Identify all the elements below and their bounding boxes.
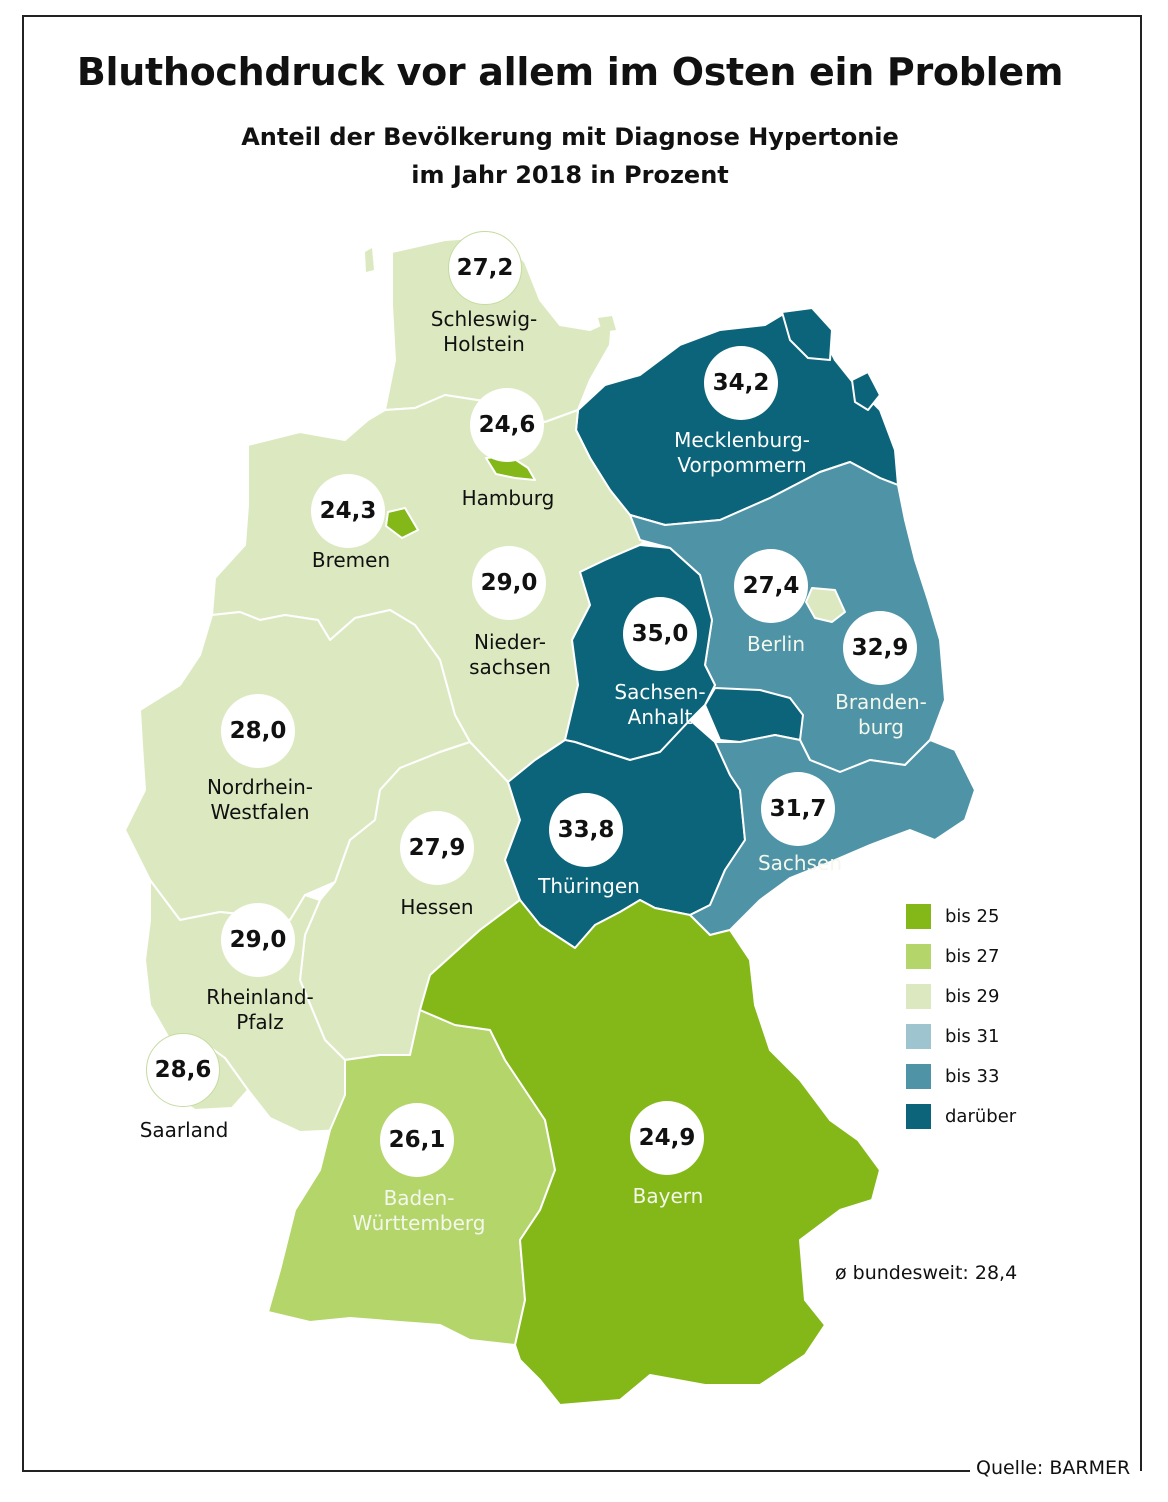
label-line-2: Pfalz bbox=[236, 1010, 284, 1034]
label-line-1: Schleswig- bbox=[430, 307, 538, 331]
legend-item: bis 25 bbox=[906, 896, 1016, 936]
label-bayern: Bayern bbox=[632, 1184, 704, 1208]
label-schleswig-holstein: Schleswig- Holstein bbox=[431, 307, 537, 357]
value-bubble-sachsen: 31,7 bbox=[761, 772, 835, 846]
label-line-2: Württemberg bbox=[352, 1211, 486, 1235]
value-bubble-bremen: 24,3 bbox=[311, 474, 385, 548]
island-sylt bbox=[365, 248, 374, 272]
value-bubble-brandenburg: 32,9 bbox=[843, 611, 917, 685]
legend-swatch bbox=[906, 1063, 931, 1089]
value-bubble-berlin: 27,4 bbox=[734, 549, 808, 623]
legend-item: bis 31 bbox=[906, 1016, 1016, 1056]
label-bremen: Bremen bbox=[311, 548, 391, 572]
value-bubble-sachsen-anhalt: 35,0 bbox=[623, 597, 697, 671]
legend-swatch bbox=[906, 983, 931, 1009]
legend-label: darüber bbox=[945, 1105, 1017, 1127]
island-fehmarn bbox=[598, 316, 616, 332]
frame-bottom-rule bbox=[22, 1470, 970, 1472]
region-sachsen bbox=[689, 734, 976, 936]
label-line-2: Westfalen bbox=[210, 800, 310, 824]
label-line-1: Branden- bbox=[835, 690, 927, 714]
map-subtitle: Anteil der Bevölkerung mit Diagnose Hype… bbox=[0, 118, 1140, 194]
region-usedom-island bbox=[851, 371, 881, 411]
label-rheinland-pfalz: Rheinland- Pfalz bbox=[206, 985, 314, 1035]
legend-label: bis 33 bbox=[945, 1065, 1000, 1087]
label-hessen: Hessen bbox=[400, 895, 474, 919]
value-bubble-bayern: 24,9 bbox=[630, 1101, 704, 1175]
legend-swatch bbox=[906, 1103, 931, 1129]
map-title: Bluthochdruck vor allem im Osten ein Pro… bbox=[76, 50, 1064, 94]
label-line-1: Nordrhein- bbox=[206, 775, 314, 799]
value-bubble-mecklenburg-vorpommern: 34,2 bbox=[704, 346, 778, 420]
label-sachsen: Sachsen bbox=[757, 851, 843, 875]
national-average-note: ø bundesweit: 28,4 bbox=[835, 1262, 1018, 1284]
legend-swatch bbox=[906, 1023, 931, 1049]
label-saarland: Saarland bbox=[139, 1118, 229, 1142]
value-bubble-baden-wuerttemberg: 26,1 bbox=[380, 1103, 454, 1177]
subtitle-line-2: im Jahr 2018 in Prozent bbox=[411, 161, 729, 189]
label-line-2: sachsen bbox=[469, 655, 551, 679]
value-bubble-rheinland-pfalz: 29,0 bbox=[221, 903, 295, 977]
source-credit: Quelle: BARMER bbox=[976, 1457, 1131, 1479]
label-baden-wuerttemberg: Baden- Württemberg bbox=[353, 1186, 486, 1236]
legend-label: bis 27 bbox=[945, 945, 1000, 967]
label-line-1: Nieder- bbox=[474, 630, 546, 654]
region-berlin bbox=[805, 587, 846, 623]
legend-swatch bbox=[906, 903, 931, 929]
region-ruegen-island bbox=[781, 307, 833, 361]
value-bubble-nordrhein-westfalen: 28,0 bbox=[221, 694, 295, 768]
label-berlin: Berlin bbox=[746, 632, 806, 656]
value-bubble-saarland: 28,6 bbox=[146, 1033, 220, 1107]
label-mecklenburg-vorpommern: Mecklenburg- Vorpommern bbox=[674, 428, 810, 478]
label-line-1: Rheinland- bbox=[206, 985, 314, 1009]
label-line-2: Vorpommern bbox=[677, 453, 807, 477]
legend-item: bis 29 bbox=[906, 976, 1016, 1016]
north-sea-islands bbox=[365, 248, 616, 332]
label-line-2: Anhalt bbox=[627, 705, 693, 729]
value-bubble-niedersachsen: 29,0 bbox=[472, 546, 546, 620]
region-bremen bbox=[385, 507, 419, 539]
figure-frame bbox=[22, 15, 1142, 1471]
subtitle-line-1: Anteil der Bevölkerung mit Diagnose Hype… bbox=[241, 123, 899, 151]
label-niedersachsen: Nieder- sachsen bbox=[469, 630, 551, 680]
label-line-2: burg bbox=[858, 715, 904, 739]
label-line-1: Sachsen- bbox=[614, 680, 706, 704]
label-nordrhein-westfalen: Nordrhein- Westfalen bbox=[207, 775, 313, 825]
label-sachsen-anhalt: Sachsen- Anhalt bbox=[614, 680, 705, 730]
legend-item: bis 33 bbox=[906, 1056, 1016, 1096]
value-bubble-hessen: 27,9 bbox=[400, 811, 474, 885]
value-bubble-thueringen: 33,8 bbox=[549, 793, 623, 867]
legend-label: bis 31 bbox=[945, 1025, 1000, 1047]
legend-item: bis 27 bbox=[906, 936, 1016, 976]
legend-item: darüber bbox=[906, 1096, 1016, 1136]
value-bubble-hamburg: 24,6 bbox=[470, 388, 544, 462]
legend: bis 25 bis 27 bis 29 bis 31 bis 33 darüb… bbox=[906, 896, 1016, 1136]
label-brandenburg: Branden- burg bbox=[835, 690, 927, 740]
value-bubble-schleswig-holstein: 27,2 bbox=[448, 231, 522, 305]
legend-label: bis 25 bbox=[945, 905, 1000, 927]
legend-swatch bbox=[906, 943, 931, 969]
legend-label: bis 29 bbox=[945, 985, 1000, 1007]
label-hamburg: Hamburg bbox=[461, 486, 555, 510]
label-thueringen: Thüringen bbox=[538, 874, 640, 898]
label-line-2: Holstein bbox=[443, 332, 525, 356]
label-line-1: Mecklenburg- bbox=[674, 428, 810, 452]
label-line-1: Baden- bbox=[383, 1186, 455, 1210]
